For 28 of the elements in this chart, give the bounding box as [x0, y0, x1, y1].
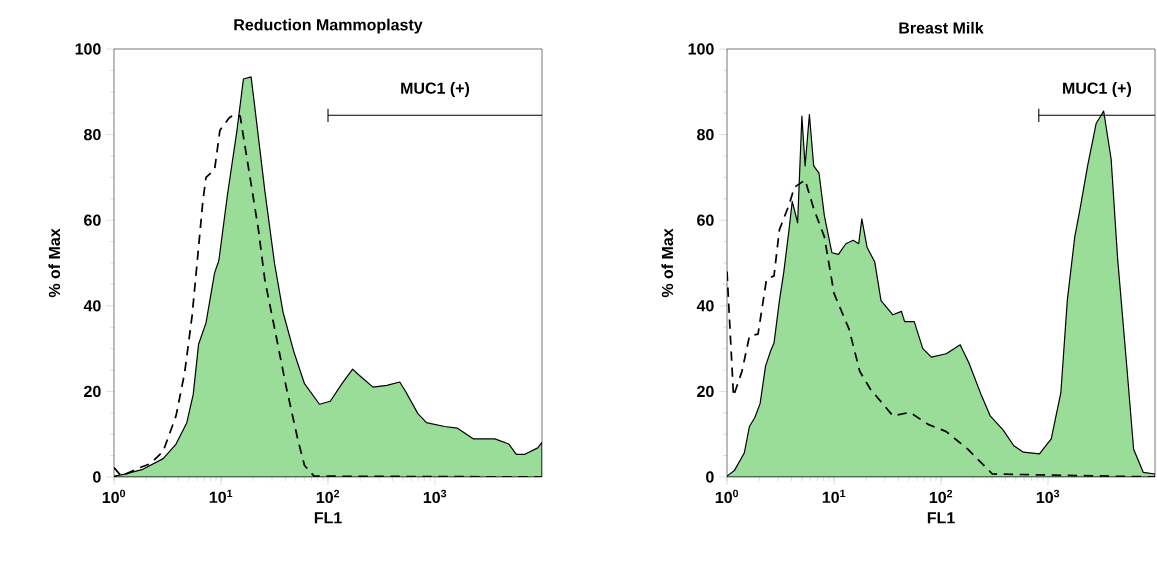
y-tick-label: 0: [706, 471, 714, 483]
y-tick-label: 100: [688, 43, 714, 55]
x-tick-label: 10$^{0}$: [102, 489, 126, 504]
y-tick-label: 40: [83, 300, 101, 312]
y-tick-label: 100: [75, 43, 101, 55]
y-tick-label: 80: [84, 128, 101, 141]
chart-title: Breast Milk: [899, 21, 984, 34]
x-tick-label: 10$^{2}$: [929, 489, 953, 504]
series-label: MUC1 (+): [401, 82, 470, 98]
x-tick-label: 10$^{3}$: [423, 489, 447, 504]
x-tick-label: 10$^{1}$: [822, 489, 846, 503]
y-tick-label: 20: [84, 385, 101, 398]
chart-title: Reduction Mammoplasty: [234, 18, 423, 34]
y-tick-label: 80: [697, 128, 714, 141]
y-axis-title: % of Max: [48, 228, 61, 298]
x-axis-title: FL1: [927, 512, 955, 524]
y-tick-label: 0: [93, 471, 101, 483]
y-axis-title: % of Max: [661, 228, 674, 298]
y-tick-label: 60: [84, 214, 101, 226]
x-tick-label: 10$^{2}$: [316, 489, 340, 504]
y-tick-label: 60: [697, 214, 714, 226]
x-tick-label: 10$^{1}$: [209, 489, 233, 503]
x-tick-label: 10$^{3}$: [1036, 489, 1060, 504]
x-axis-title: FL1: [314, 512, 342, 524]
y-tick-label: 40: [696, 300, 714, 312]
series-label: MUC1 (+): [1063, 82, 1131, 98]
x-tick-label: 10$^{0}$: [715, 489, 739, 504]
y-tick-label: 20: [697, 385, 714, 398]
